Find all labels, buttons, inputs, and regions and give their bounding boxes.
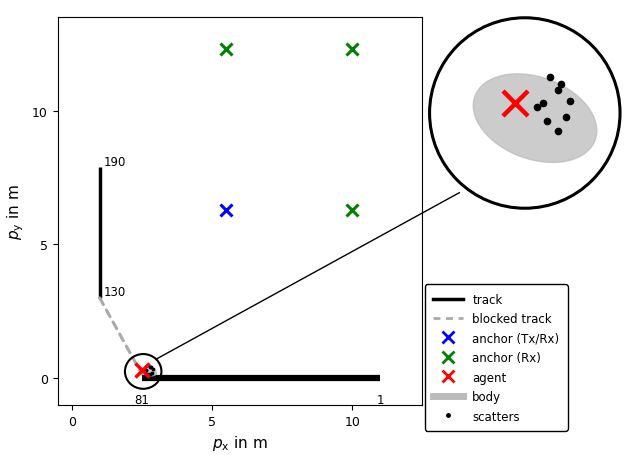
Ellipse shape xyxy=(143,367,156,376)
Legend: track, blocked track, anchor (Tx/Rx), anchor (Rx), agent, body, scatters: track, blocked track, anchor (Tx/Rx), an… xyxy=(425,285,568,431)
Text: 130: 130 xyxy=(104,285,126,298)
Text: 81: 81 xyxy=(134,393,149,406)
Ellipse shape xyxy=(474,75,596,163)
Text: 190: 190 xyxy=(104,156,126,169)
X-axis label: $p_\mathrm{x}$ in m: $p_\mathrm{x}$ in m xyxy=(212,433,268,452)
Text: 1: 1 xyxy=(376,393,384,406)
Y-axis label: $p_\mathrm{y}$ in m: $p_\mathrm{y}$ in m xyxy=(6,184,26,239)
